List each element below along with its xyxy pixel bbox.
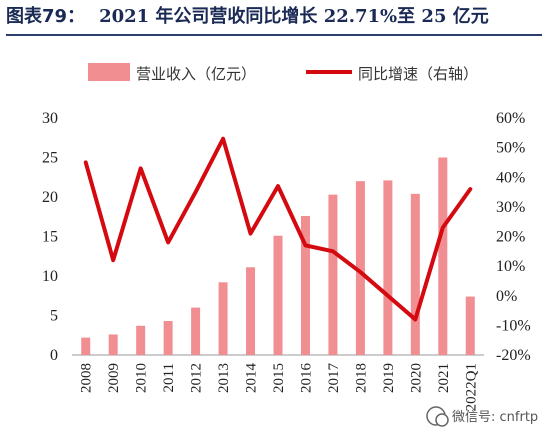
x-tick-label: 2017 [326, 363, 342, 394]
left-tick-label: 20 [42, 189, 58, 206]
bar-2011 [163, 321, 173, 355]
right-tick-label: 20% [496, 229, 525, 246]
x-tick-label: 2008 [79, 363, 95, 393]
bar-2022Q1 [465, 296, 475, 355]
x-tick-label: 2012 [189, 363, 205, 393]
bar-series [81, 157, 475, 355]
x-tick-label: 2019 [381, 363, 397, 393]
left-tick-label: 15 [42, 229, 58, 246]
x-tick-label: 2014 [244, 363, 260, 394]
left-axis-ticks: 0 5 10 15 20 25 30 [42, 110, 58, 364]
watermark: 微信号: cnfrtp [426, 406, 538, 427]
bar-2018 [355, 181, 365, 355]
legend-bar-swatch [88, 63, 130, 81]
x-tick-label: 2020 [408, 363, 424, 393]
x-tick-label: 2018 [353, 363, 369, 393]
right-tick-label: -10% [496, 317, 531, 334]
x-tick-label: 2016 [298, 363, 314, 394]
left-tick-label: 5 [50, 308, 58, 325]
right-tick-label: -20% [496, 347, 531, 364]
x-tick-label: 2011 [161, 363, 177, 392]
bar-2019 [383, 180, 393, 355]
right-tick-label: 0% [496, 288, 517, 305]
left-tick-label: 10 [42, 268, 58, 285]
bar-2014 [246, 267, 256, 355]
right-tick-label: 30% [496, 199, 525, 216]
bar-2010 [136, 325, 146, 355]
bar-2013 [218, 282, 228, 355]
title-text: 2021 年公司营收同比增长 22.71%至 25 亿元 [99, 6, 489, 27]
left-tick-label: 25 [42, 150, 58, 167]
legend-line-label: 同比增速（右轴） [358, 65, 478, 83]
right-tick-label: 60% [496, 110, 525, 127]
bar-2021 [438, 157, 448, 355]
line-series [83, 136, 473, 322]
x-tick-label: 2013 [216, 363, 232, 393]
x-tick-label: 2010 [134, 363, 150, 393]
wechat-icon-bubble [435, 413, 449, 427]
chart-title: 图表79： 2021 年公司营收同比增长 22.71%至 25 亿元 [6, 2, 542, 36]
watermark-text: 微信号: cnfrtp [452, 410, 538, 425]
x-tick-label: 2021 [436, 363, 452, 393]
bar-2015 [273, 235, 283, 355]
x-tick-label: 2022Q1 [463, 363, 479, 411]
bar-2020 [410, 193, 420, 355]
bar-2008 [81, 337, 91, 355]
left-tick-label: 30 [42, 110, 58, 127]
right-tick-label: 10% [496, 258, 525, 275]
bar-2016 [300, 215, 310, 355]
right-tick-label: 50% [496, 140, 525, 157]
right-tick-label: 40% [496, 169, 525, 186]
x-tick-label: 2015 [271, 363, 287, 393]
right-axis-ticks: -20% -10% 0% 10% 20% 30% 40% 50% 60% [496, 110, 531, 364]
bar-2009 [108, 334, 118, 355]
left-tick-label: 0 [50, 347, 58, 364]
figure-label: 图表79： [6, 6, 86, 27]
bar-2012 [191, 307, 201, 355]
bar-2017 [328, 194, 338, 355]
x-tick-label: 2009 [106, 363, 122, 393]
x-axis-ticks: 2008 2009 2010 2011 2012 2013 2014 2015 2016 2017… [79, 363, 480, 412]
legend-bar-label: 营业收入（亿元） [136, 65, 256, 83]
